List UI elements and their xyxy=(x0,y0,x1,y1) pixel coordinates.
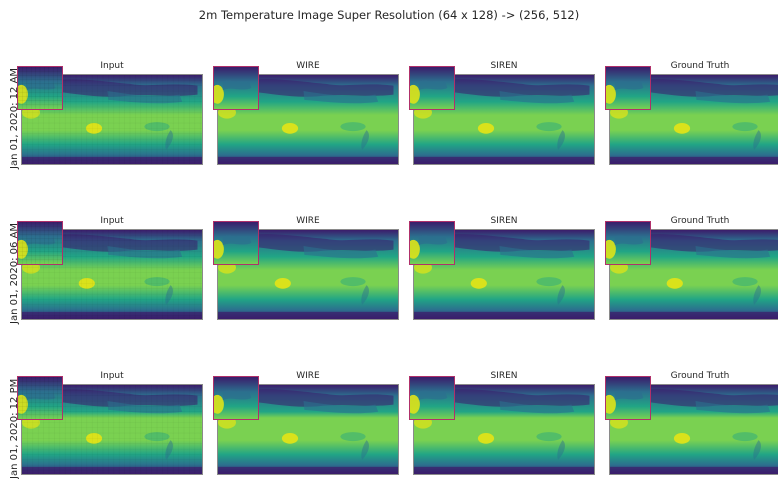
panel-title: WIRE xyxy=(296,216,320,226)
zoom-inset xyxy=(213,221,259,265)
zoom-inset xyxy=(17,66,63,110)
temperature-map-panel xyxy=(413,229,595,320)
panel-title: WIRE xyxy=(296,61,320,71)
temperature-map-panel xyxy=(217,384,399,475)
zoom-inset xyxy=(409,66,455,110)
zoom-inset xyxy=(213,66,259,110)
panel-title: Input xyxy=(100,61,124,71)
panel-title: WIRE xyxy=(296,371,320,381)
panel-title: Input xyxy=(100,216,124,226)
panel-title: SIREN xyxy=(490,61,518,71)
temperature-map-panel xyxy=(21,74,203,165)
figure-title: 2m Temperature Image Super Resolution (6… xyxy=(198,8,580,22)
zoom-inset xyxy=(605,221,651,265)
panel-title: SIREN xyxy=(490,216,518,226)
zoom-inset xyxy=(409,221,455,265)
panel-title: Ground Truth xyxy=(670,216,730,226)
panel-title: Ground Truth xyxy=(670,61,730,71)
zoom-inset xyxy=(605,66,651,110)
zoom-inset xyxy=(605,376,651,420)
zoom-inset xyxy=(17,221,63,265)
panel-title: SIREN xyxy=(490,371,518,381)
panel-title: Input xyxy=(100,371,124,381)
panel-title: Ground Truth xyxy=(670,371,730,381)
zoom-inset xyxy=(409,376,455,420)
temperature-map-panel xyxy=(413,74,595,165)
zoom-inset xyxy=(17,376,63,420)
zoom-inset xyxy=(213,376,259,420)
